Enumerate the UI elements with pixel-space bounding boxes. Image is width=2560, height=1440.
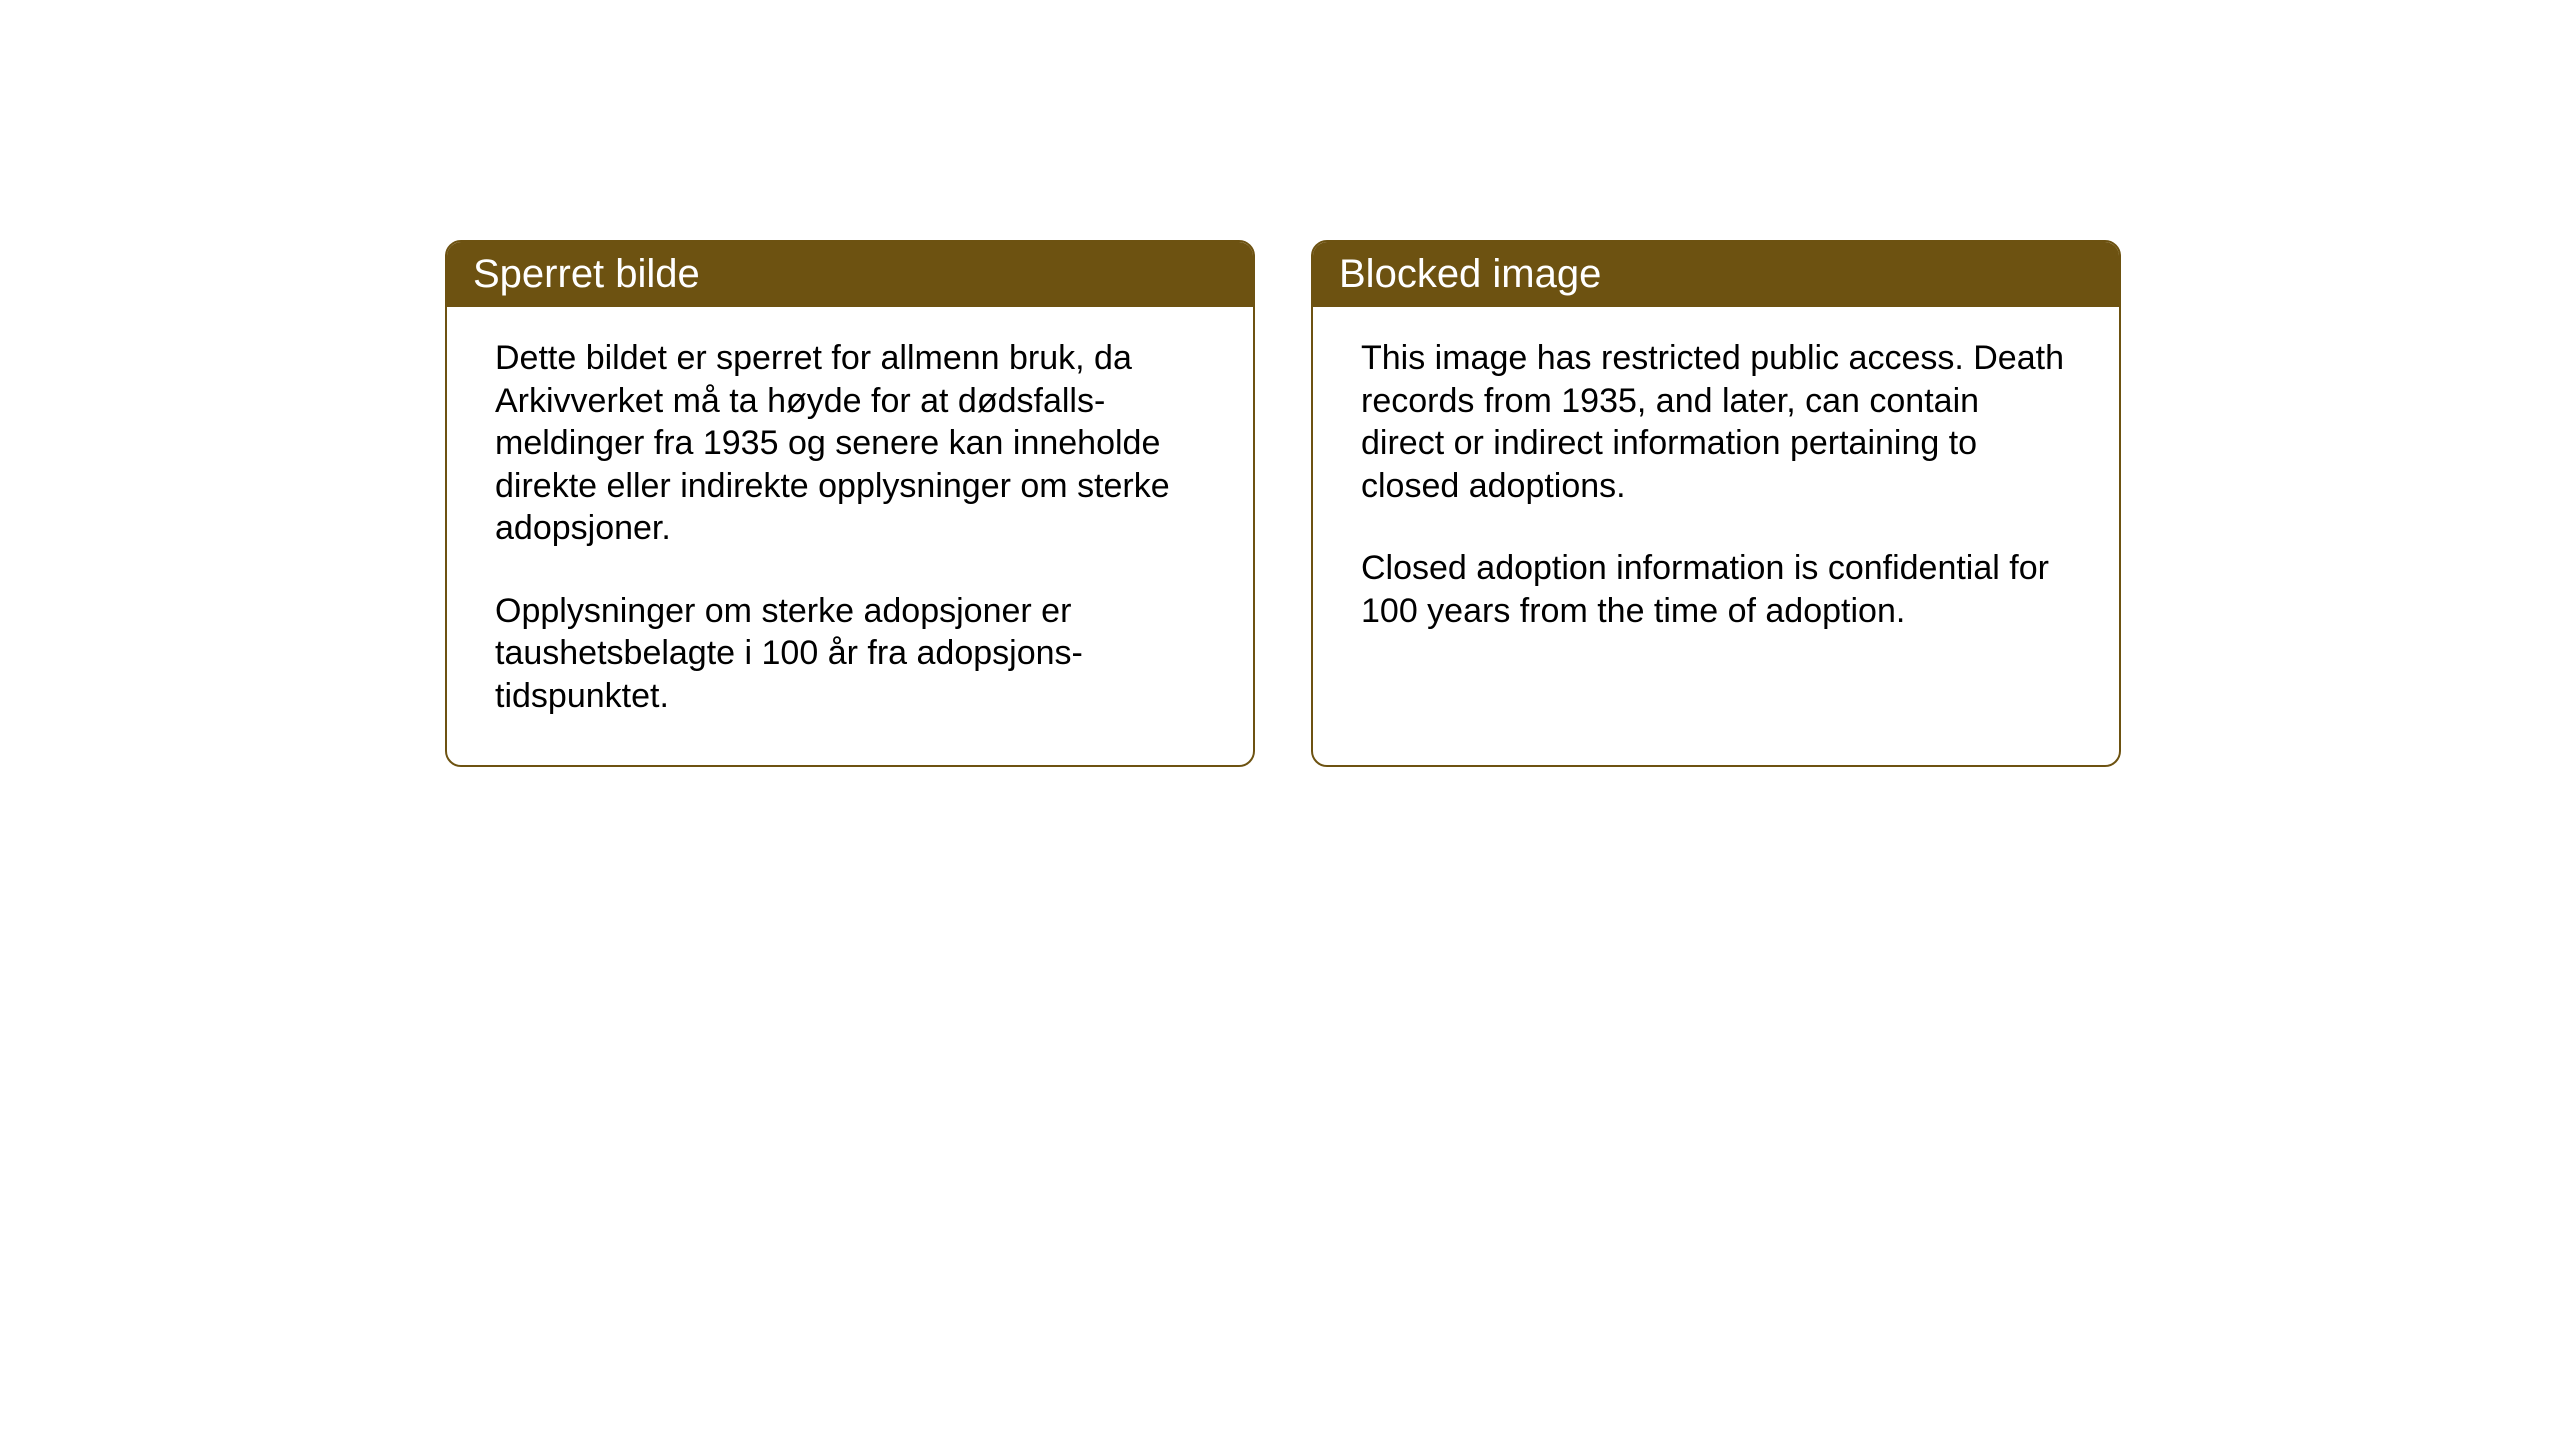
notice-container: Sperret bilde Dette bildet er sperret fo…	[445, 240, 2121, 767]
english-paragraph-1: This image has restricted public access.…	[1361, 337, 2071, 507]
norwegian-card-title: Sperret bilde	[447, 242, 1253, 307]
norwegian-paragraph-1: Dette bildet er sperret for allmenn bruk…	[495, 337, 1205, 550]
english-card-body: This image has restricted public access.…	[1313, 307, 2119, 680]
norwegian-card-body: Dette bildet er sperret for allmenn bruk…	[447, 307, 1253, 765]
norwegian-notice-card: Sperret bilde Dette bildet er sperret fo…	[445, 240, 1255, 767]
english-notice-card: Blocked image This image has restricted …	[1311, 240, 2121, 767]
english-card-title: Blocked image	[1313, 242, 2119, 307]
english-paragraph-2: Closed adoption information is confident…	[1361, 547, 2071, 632]
norwegian-paragraph-2: Opplysninger om sterke adopsjoner er tau…	[495, 590, 1205, 718]
